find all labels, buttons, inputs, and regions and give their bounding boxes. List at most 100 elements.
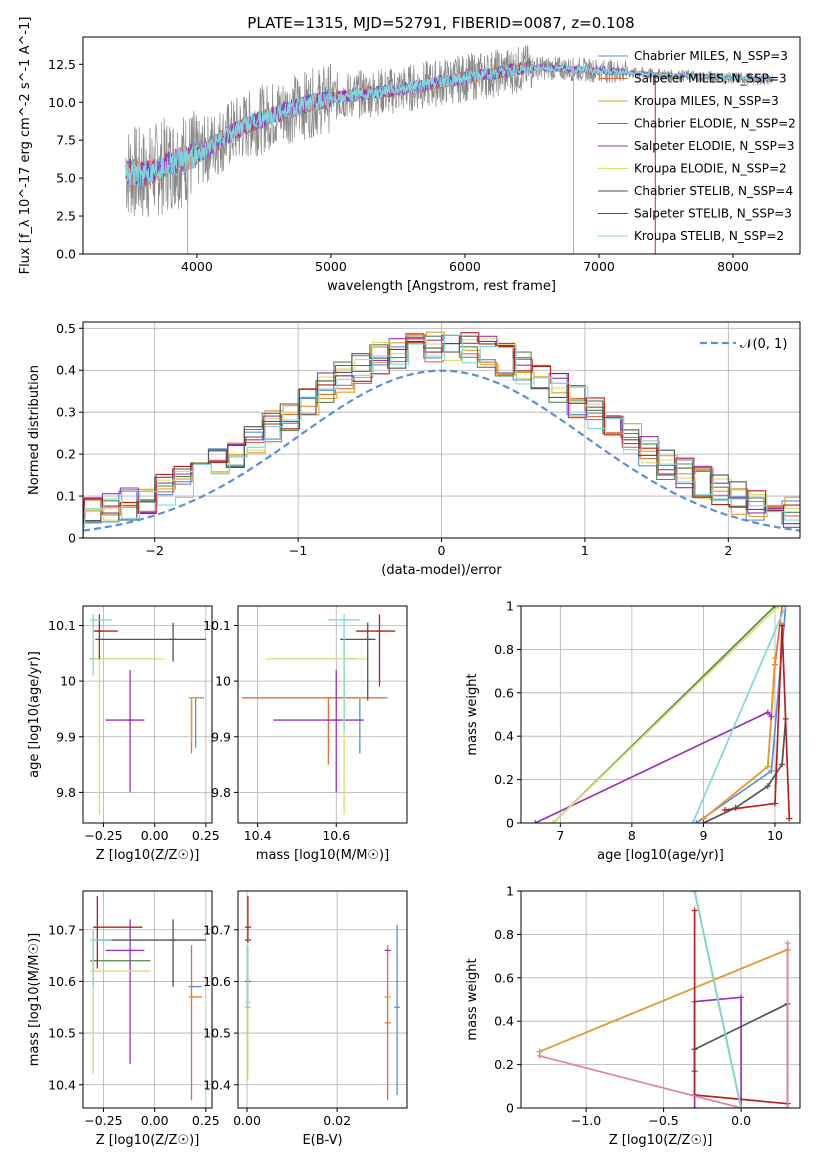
y-tick-label: 1 xyxy=(506,884,514,899)
x-tick-label: 8000 xyxy=(717,259,749,274)
y-tick-label: 10.4 xyxy=(48,1077,76,1092)
y-tick-label: 0.4 xyxy=(494,1014,514,1029)
spectrum-model-line xyxy=(125,62,774,188)
y-axis-label: mass weight xyxy=(465,958,480,1040)
y-tick-label: 2.5 xyxy=(56,209,76,224)
series-line xyxy=(724,625,791,819)
y-axis-label: mass weight xyxy=(465,673,480,755)
panel-mass_vs_Z: −0.25 0.00 0.25 10.4 10.5 10.6 10.7 Z [log10(Z/… xyxy=(27,890,220,1148)
panel-age_vs_Z: −0.25 0.00 0.25 9.8 9.9 10 10.1 Z [log10(Z/Z☉)]… xyxy=(27,605,220,863)
y-tick-label: 0.6 xyxy=(494,970,514,985)
y-axis-label: Flux [f_λ 10^-17 erg cm^-2 s^-1 A^-1] xyxy=(18,17,33,275)
y-tick-label: 0.4 xyxy=(56,363,76,378)
x-tick-label: 7000 xyxy=(583,259,615,274)
series-line xyxy=(539,943,789,1108)
x-axis-label: E(B-V) xyxy=(302,1133,342,1148)
y-tick-label: 0.6 xyxy=(494,685,514,700)
y-tick-label: 5.0 xyxy=(56,171,76,186)
axes-frame xyxy=(520,605,801,824)
y-tick-label: 0 xyxy=(506,1101,514,1116)
x-tick-label: 0.25 xyxy=(192,1113,220,1128)
y-axis-label: mass [log10(M/M☉)] xyxy=(27,933,42,1066)
plot-area-age_vs_mass xyxy=(241,614,396,815)
series-marker xyxy=(782,606,789,609)
x-axis-label: wavelength [Angstrom, rest frame] xyxy=(327,279,556,294)
series-marker xyxy=(764,783,771,790)
y-tick-label: 10 xyxy=(60,674,76,689)
x-tick-label: −1.0 xyxy=(571,1113,601,1128)
x-tick-label: −0.25 xyxy=(84,828,122,843)
series-marker xyxy=(700,820,707,823)
x-tick-label: 8 xyxy=(628,828,636,843)
panel-massweight_vs_age: 7 8 9 10 0 0.2 0.4 0.6 0.8 1 age [log10(age/yr)] ma… xyxy=(465,599,801,863)
series-marker xyxy=(771,606,778,609)
x-tick-label: 0.00 xyxy=(233,1113,261,1128)
y-tick-label: 10.4 xyxy=(203,1077,231,1092)
series-marker xyxy=(691,907,698,914)
series-marker xyxy=(738,1105,745,1108)
y-tick-label: 0.8 xyxy=(494,927,514,942)
residual-histogram xyxy=(83,334,800,538)
series-marker xyxy=(779,606,786,609)
y-tick-label: 0.2 xyxy=(494,772,514,787)
axes-frame xyxy=(82,36,801,255)
panel-mass_vs_EBV: 0.00 0.02 10.4 10.5 10.6 10.7 E(B-V) xyxy=(203,890,408,1148)
x-tick-label: 4000 xyxy=(181,259,213,274)
panel-residuals: 𝒩(0, 1) −2 −1 0 1 2 0 0.1 0.2 0.3 0.4 0.5 (data-mode… xyxy=(27,321,801,578)
panel-spectrum: 4000 5000 6000 7000 8000 0.0 2.5 5.0 7.5 10.0 12.5… xyxy=(18,17,801,294)
legend-label: Salpeter STELIB, N_SSP=3 xyxy=(634,207,792,221)
series-marker xyxy=(550,820,557,823)
x-tick-label: 10.4 xyxy=(244,828,272,843)
y-tick-label: 0.8 xyxy=(494,642,514,657)
y-tick-label: 10 xyxy=(215,674,231,689)
series-line xyxy=(552,606,780,823)
plot-area-mass_vs_Z xyxy=(90,896,206,1101)
series-marker xyxy=(775,606,782,609)
y-tick-label: 0.4 xyxy=(494,729,514,744)
series-marker xyxy=(764,763,771,770)
x-tick-label: 0.00 xyxy=(141,828,169,843)
series-line xyxy=(693,891,742,1108)
x-tick-label: −0.25 xyxy=(84,1113,122,1128)
x-axis-label: Z [log10(Z/Z☉)] xyxy=(609,1133,713,1148)
y-tick-label: 9.9 xyxy=(211,729,231,744)
y-tick-label: 12.5 xyxy=(48,57,76,72)
series-marker xyxy=(779,622,786,629)
plot-area-massweight_vs_age xyxy=(532,606,793,823)
y-axis-label: age [log10(age/yr)] xyxy=(27,651,42,778)
legend-label: Kroupa STELIB, N_SSP=2 xyxy=(634,229,784,243)
plot-area-massweight_vs_Z xyxy=(536,891,791,1108)
y-tick-label: 0.1 xyxy=(56,489,76,504)
x-tick-label: 0 xyxy=(438,543,446,558)
axes-frame xyxy=(82,890,213,1109)
x-tick-label: −2 xyxy=(145,543,163,558)
figure-title: PLATE=1315, MJD=52791, FIBERID=0087, z=0… xyxy=(247,14,634,32)
residual-histogram xyxy=(83,332,800,538)
x-tick-label: 10 xyxy=(767,828,783,843)
residual-histogram xyxy=(83,334,800,538)
legend-label: Chabrier STELIB, N_SSP=4 xyxy=(634,184,793,198)
series-marker xyxy=(738,994,745,1001)
y-tick-label: 10.6 xyxy=(203,974,231,989)
series-marker xyxy=(771,655,778,662)
axes-frame xyxy=(520,890,801,1109)
y-tick-label: 9.8 xyxy=(211,785,231,800)
y-tick-label: 10.0 xyxy=(48,95,76,110)
y-tick-label: 0 xyxy=(68,531,76,546)
axes-frame xyxy=(82,605,213,824)
series-marker xyxy=(771,800,778,807)
series-line xyxy=(691,606,787,823)
series-marker xyxy=(536,1052,543,1059)
y-tick-label: 0.2 xyxy=(494,1057,514,1072)
series-marker xyxy=(689,820,696,823)
series-marker xyxy=(691,1105,698,1108)
y-tick-label: 10.5 xyxy=(203,1026,231,1041)
series-marker xyxy=(784,940,791,947)
y-tick-label: 10.1 xyxy=(203,618,231,633)
axes-frame xyxy=(237,605,408,824)
series-marker xyxy=(768,767,775,774)
x-tick-label: 1 xyxy=(581,543,589,558)
x-tick-label: 2 xyxy=(724,543,732,558)
y-tick-label: 10.5 xyxy=(48,1026,76,1041)
